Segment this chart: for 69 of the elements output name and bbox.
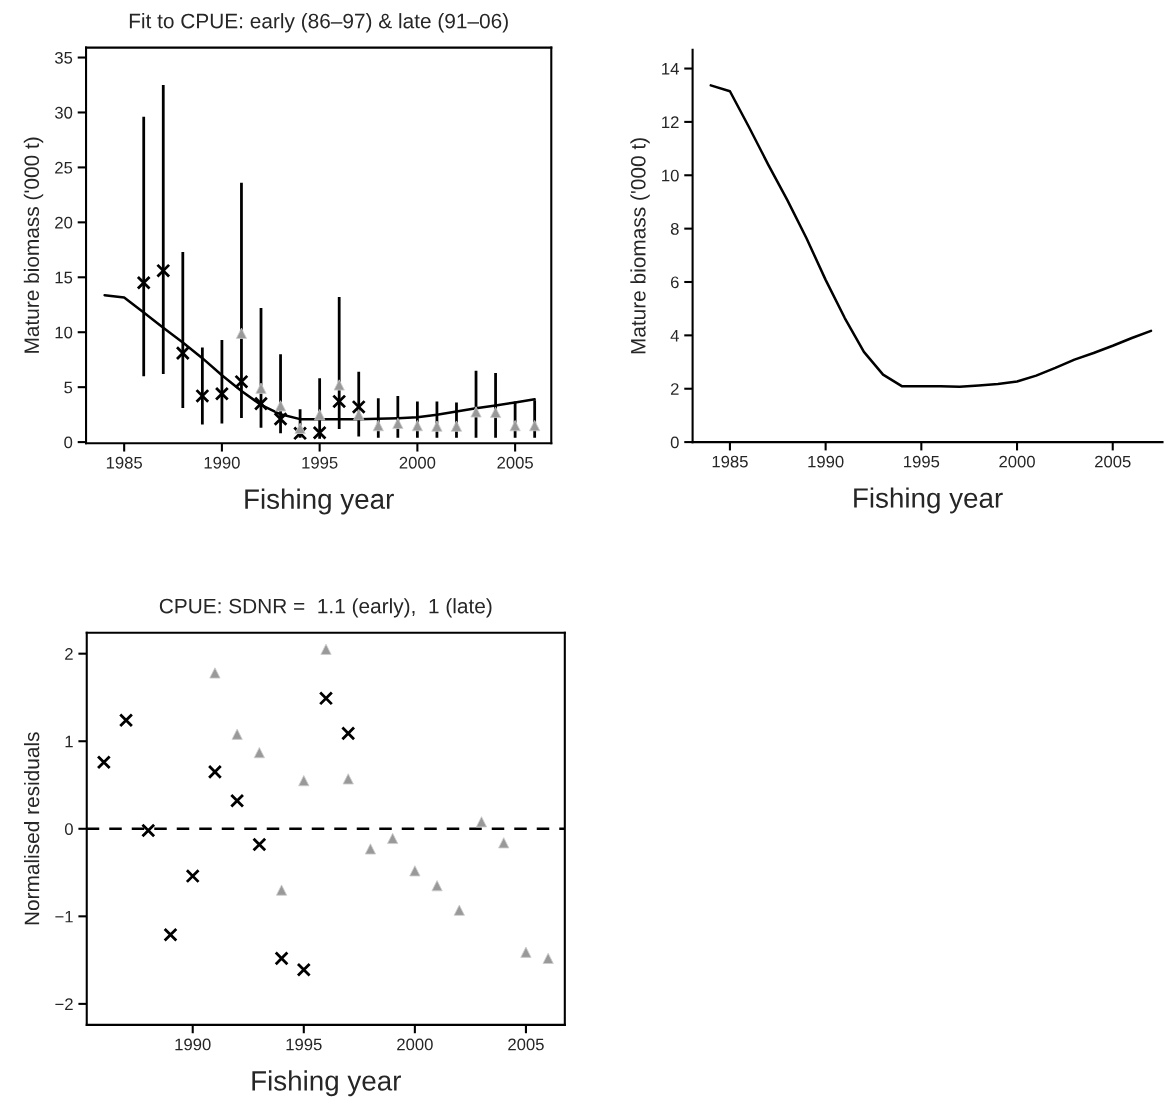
y-tick-label: 8 <box>670 223 679 235</box>
y-tick-label: 2 <box>65 648 73 660</box>
x-tick-label: 2000 <box>397 1038 433 1051</box>
point <box>274 951 289 966</box>
y-tick-label: 10 <box>55 326 73 339</box>
line-series <box>709 84 1153 389</box>
point <box>252 837 267 852</box>
point <box>207 764 223 780</box>
x-tick-label: 2005 <box>1095 455 1131 468</box>
y-tick-label: 12 <box>662 116 679 128</box>
point <box>185 868 200 884</box>
x-axis-title: Fishing year <box>245 488 394 515</box>
point <box>318 691 334 706</box>
chart-title: Fit to CPUE: early (86–97) & late (91–06) <box>129 13 508 33</box>
x-tick-label: 2005 <box>508 1038 544 1051</box>
y-tick-label: 15 <box>55 271 73 284</box>
point <box>253 396 269 411</box>
y-tick-label: −1 <box>55 910 73 923</box>
y-tick-label: −2 <box>55 998 73 1010</box>
point <box>118 713 134 728</box>
y-tick-label: 20 <box>55 216 73 229</box>
x-tick-label: 1985 <box>106 456 143 469</box>
point <box>195 388 210 404</box>
point <box>273 411 288 427</box>
point <box>136 275 151 290</box>
y-tick-label: 10 <box>662 169 679 182</box>
x-tick-label: 1995 <box>302 456 338 469</box>
y-tick-label: 6 <box>670 276 679 289</box>
point <box>331 394 347 409</box>
chart-title: CPUE: SDNR = 1.1 (early), 1 (late) <box>159 598 492 618</box>
x-tick-label: 1990 <box>204 456 240 469</box>
y-tick-label: 30 <box>54 106 73 119</box>
point <box>96 755 112 770</box>
x-tick-label: 1995 <box>904 455 940 468</box>
x-axis-title: Fishing year <box>854 487 1003 514</box>
x-tick-label: 1990 <box>175 1038 211 1051</box>
point <box>234 374 249 389</box>
y-tick-label: 4 <box>670 329 679 342</box>
x-tick-label: 2000 <box>999 455 1035 468</box>
point <box>229 793 245 808</box>
y-tick-label: 0 <box>64 436 73 449</box>
point <box>214 386 230 401</box>
point <box>312 425 327 440</box>
y-axis-title: Mature biomass ('000 t) <box>23 137 44 353</box>
point <box>296 962 311 977</box>
x-tick-label: 2000 <box>399 456 436 469</box>
y-tick-label: 2 <box>670 383 679 395</box>
point <box>292 426 308 441</box>
y-tick-label: 35 <box>54 51 73 64</box>
x-tick-label: 1985 <box>712 455 748 468</box>
x-tick-label: 1990 <box>808 455 844 468</box>
y-axis-title: Normalised residuals <box>24 732 40 925</box>
y-tick-label: 1 <box>65 735 73 748</box>
point <box>163 927 178 942</box>
y-tick-label: 0 <box>64 823 73 835</box>
point <box>156 263 171 278</box>
point <box>542 952 554 964</box>
point <box>141 823 156 838</box>
y-tick-label: 0 <box>670 436 679 449</box>
y-tick-label: 25 <box>55 161 73 174</box>
point <box>341 726 356 741</box>
x-tick-label: 2005 <box>497 456 533 469</box>
y-tick-label: 5 <box>64 381 73 394</box>
point <box>175 345 191 361</box>
y-tick-label: 14 <box>662 63 679 75</box>
x-axis-title: Fishing year <box>252 1070 401 1097</box>
y-axis-title: Mature biomass ('000 t) <box>630 138 650 354</box>
point <box>351 399 366 415</box>
x-tick-label: 1995 <box>286 1038 322 1051</box>
